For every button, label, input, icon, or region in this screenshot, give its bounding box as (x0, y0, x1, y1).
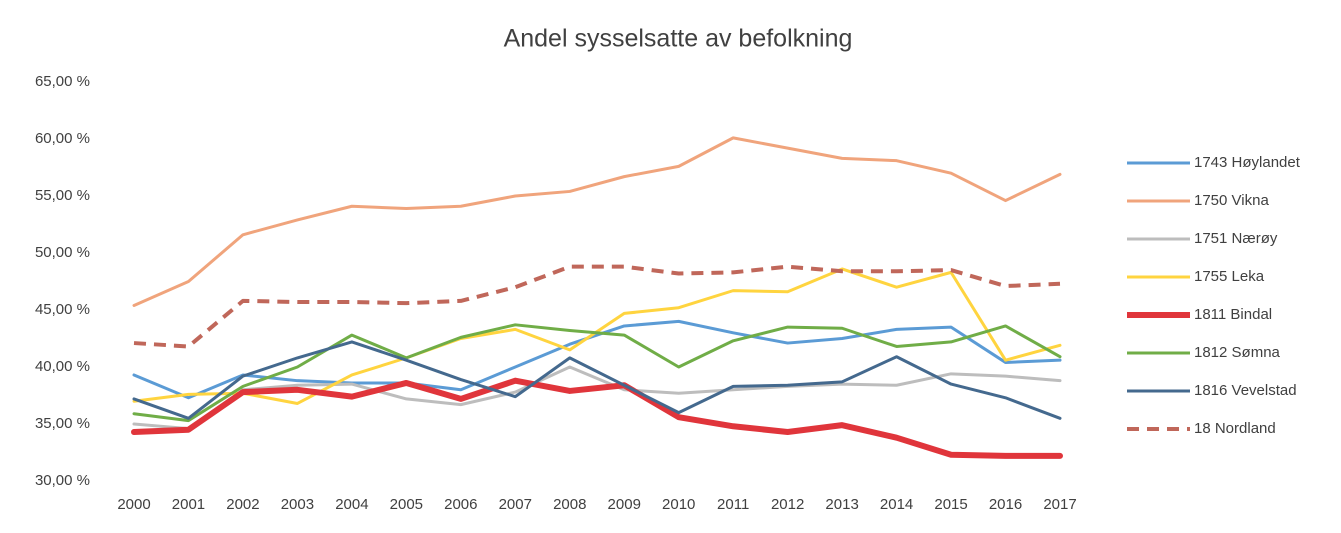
x-tick-label: 2002 (226, 496, 259, 513)
series-line (131, 377, 1063, 459)
x-tick-label: 2003 (281, 496, 314, 513)
x-tick-label: 2009 (608, 496, 641, 513)
x-tick-label: 2000 (117, 496, 150, 513)
series-line (132, 365, 1062, 431)
x-tick-label: 2016 (989, 496, 1022, 513)
x-tick-label: 2015 (934, 496, 967, 513)
y-tick-label: 30,00 % (35, 472, 90, 489)
legend-label: 1751 Nærøy (1194, 230, 1278, 247)
series-line (132, 319, 1062, 400)
y-tick-label: 35,00 % (35, 415, 90, 432)
series-line (132, 323, 1062, 423)
x-tick-label: 2013 (825, 496, 858, 513)
x-tick-label: 2008 (553, 496, 586, 513)
legend-label: 1755 Leka (1194, 268, 1265, 285)
y-tick-label: 65,00 % (35, 73, 90, 90)
x-tick-label: 2005 (390, 496, 423, 513)
chart-title: Andel sysselsatte av befolkning (504, 25, 853, 53)
x-tick-label: 2006 (444, 496, 477, 513)
y-tick-label: 50,00 % (35, 244, 90, 261)
y-tick-label: 40,00 % (35, 358, 90, 375)
y-tick-label: 55,00 % (35, 187, 90, 204)
y-tick-label: 60,00 % (35, 130, 90, 147)
x-tick-label: 2007 (499, 496, 532, 513)
x-tick-label: 2011 (717, 496, 749, 513)
legend-label: 1743 Høylandet (1194, 154, 1301, 171)
series-line (133, 264, 1061, 349)
series-line (132, 340, 1062, 420)
x-tick-label: 2001 (172, 496, 205, 513)
x-tick-label: 2014 (880, 496, 913, 513)
y-tick-label: 45,00 % (35, 301, 90, 318)
legend-label: 1816 Vevelstad (1194, 382, 1297, 399)
x-tick-label: 2010 (662, 496, 695, 513)
legend-label: 1812 Sømna (1194, 344, 1281, 361)
series-line (132, 136, 1062, 307)
x-tick-label: 2012 (771, 496, 804, 513)
legend-label: 1811 Bindal (1194, 306, 1272, 323)
x-tick-label: 2004 (335, 496, 368, 513)
x-tick-label: 2017 (1043, 496, 1076, 513)
legend-label: 1750 Vikna (1194, 192, 1269, 209)
legend-label: 18 Nordland (1194, 420, 1276, 437)
